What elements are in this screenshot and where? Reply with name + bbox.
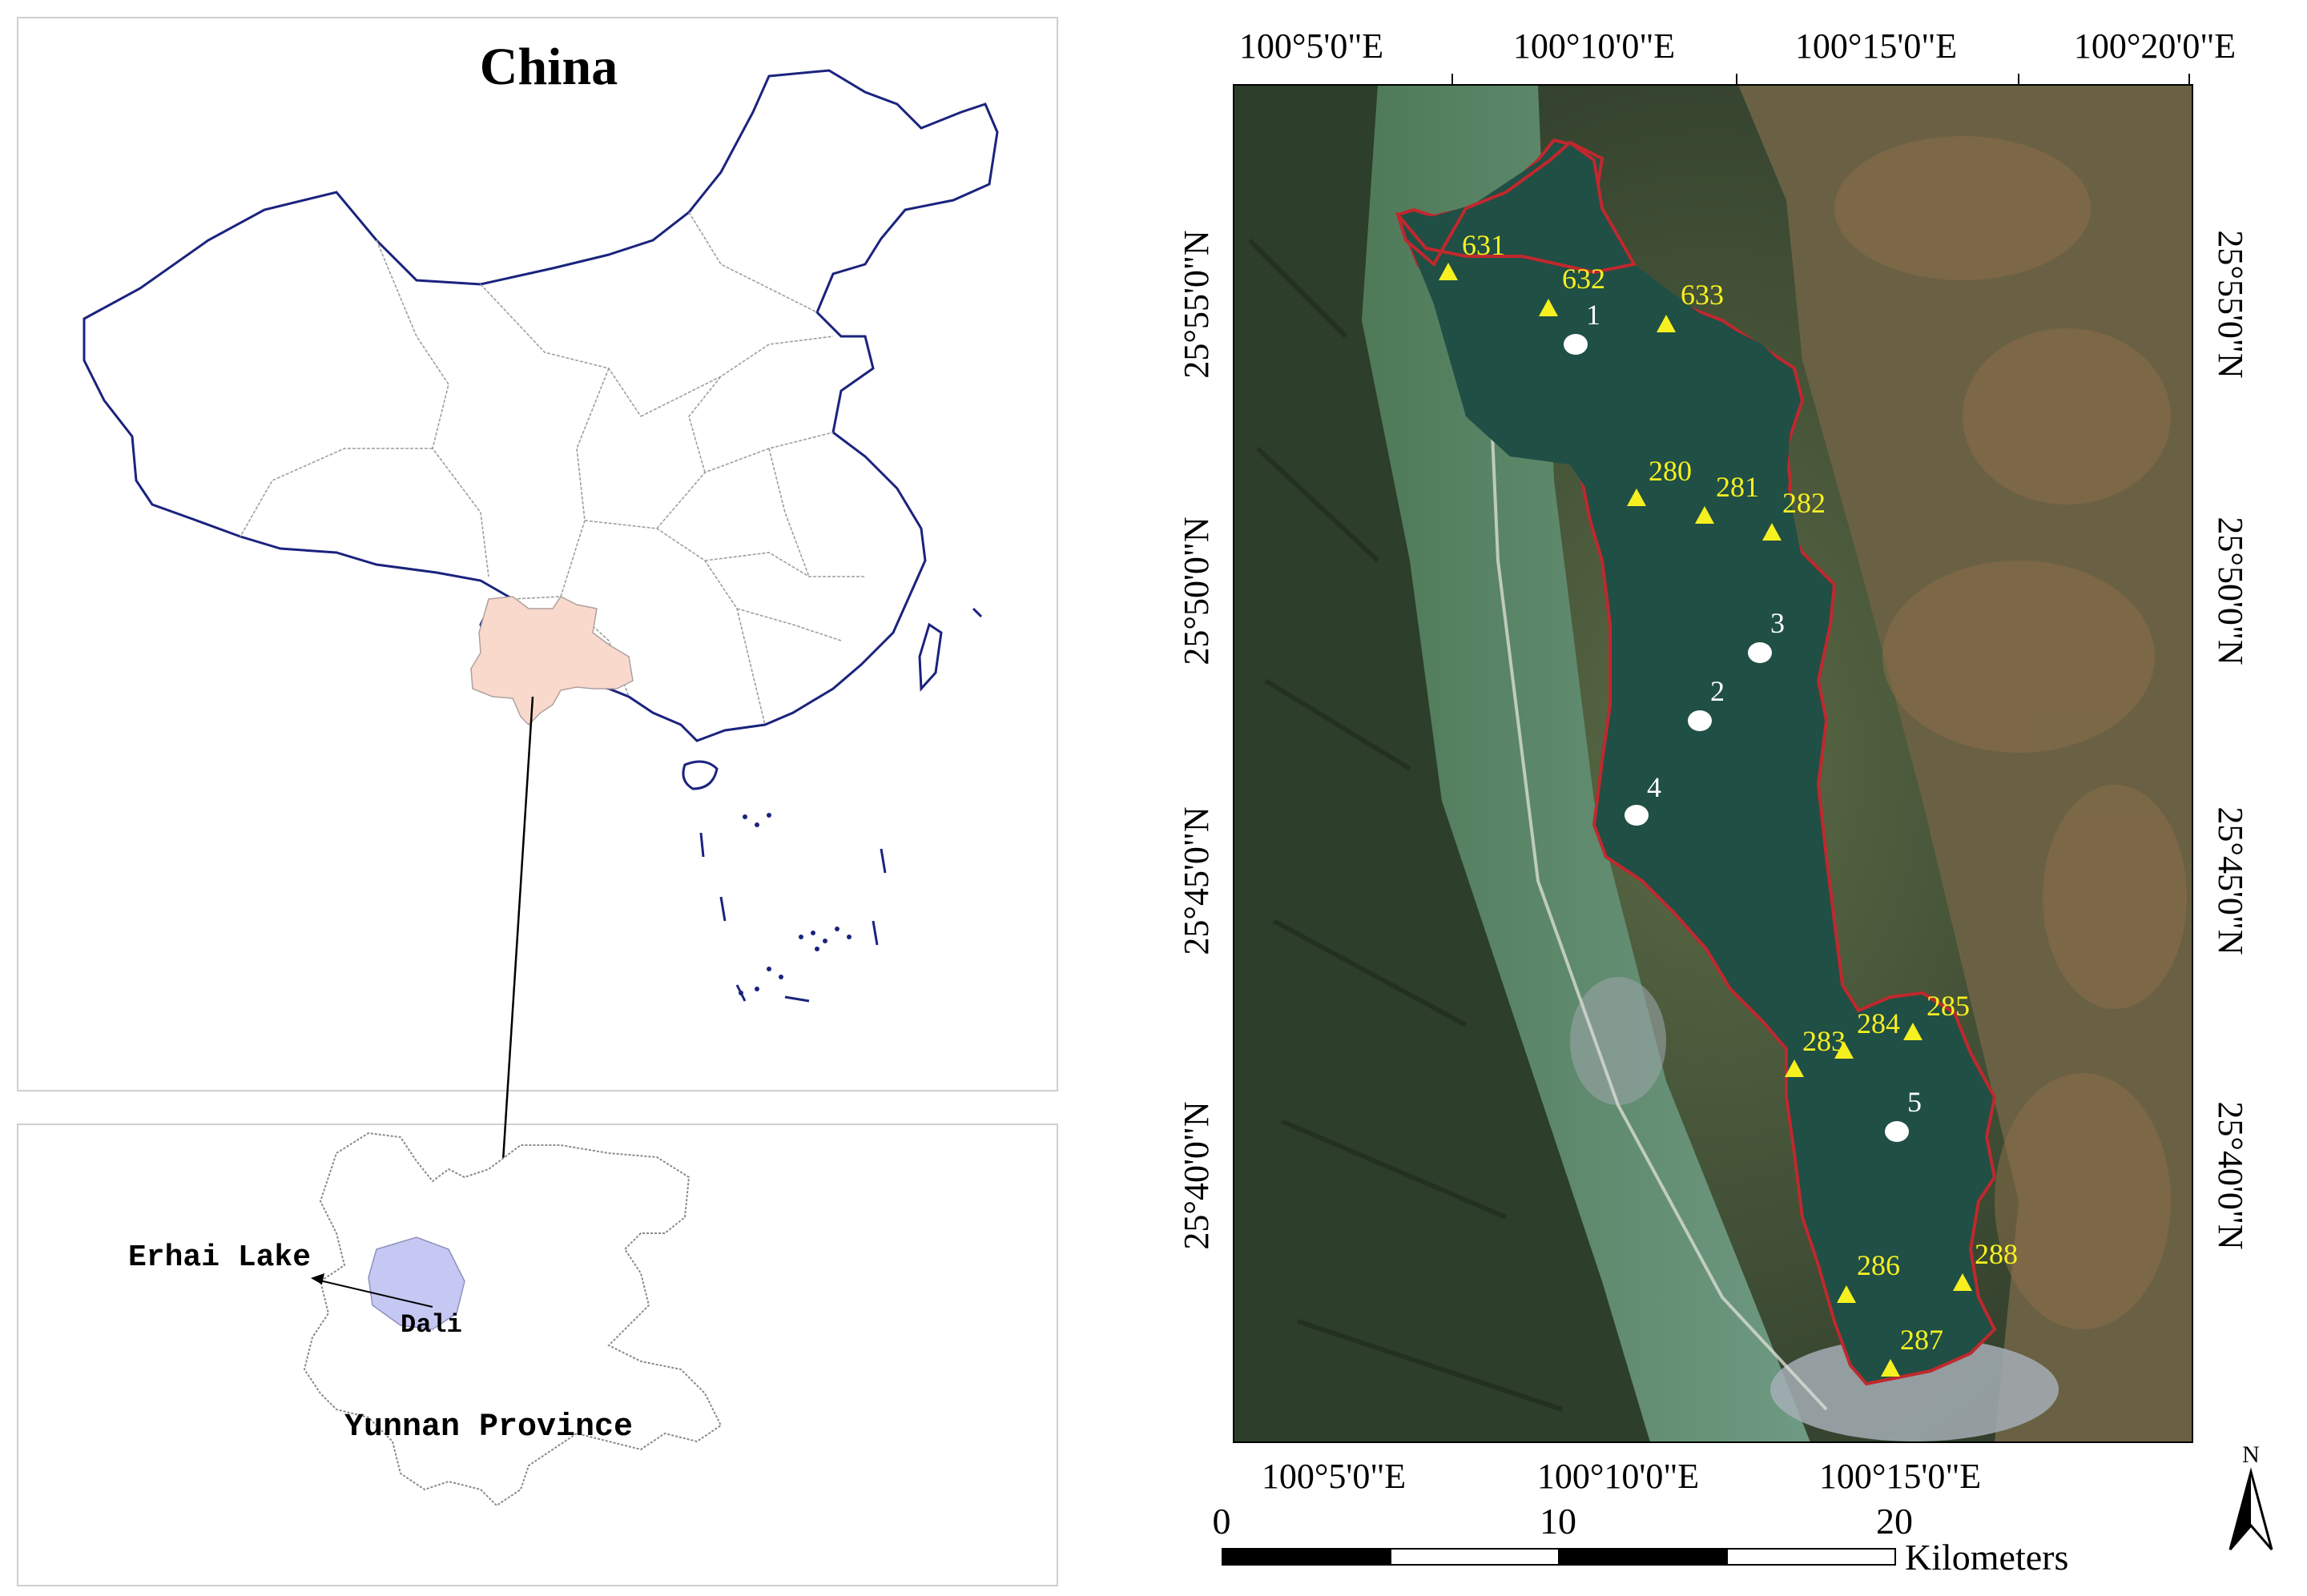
top-lon-label-4: 100°20'0"E: [2074, 26, 2236, 66]
left-panel: China: [17, 17, 1058, 1586]
erhai-arrow-head: [311, 1273, 324, 1284]
right-panel: 100°5'0"E 100°10'0"E 100°15'0"E 100°20'0…: [1177, 26, 2273, 1578]
station-triangle-280: [1627, 488, 1646, 506]
scale-unit: Kilometers: [1905, 1537, 2068, 1578]
top-lon-label-3: 100°15'0"E: [1795, 26, 1957, 66]
lat-label-left-2: 25°50'0"N: [1177, 517, 1216, 665]
station-label-287: 287: [1900, 1324, 1943, 1356]
lat-label-right-4: 25°40'0"N: [2211, 1101, 2250, 1249]
station-label-632: 632: [1562, 263, 1605, 295]
lake-point-2: [1688, 710, 1712, 731]
satellite-frame: [1233, 84, 2193, 1443]
bottom-lon-label-3: 100°15'0"E: [1819, 1457, 1981, 1496]
top-ticks: [1451, 74, 2190, 85]
station-triangle-284: [1834, 1041, 1854, 1059]
station-triangle-285: [1903, 1023, 1922, 1040]
station-triangle-631: [1439, 263, 1458, 280]
station-triangle-282: [1762, 523, 1782, 541]
lat-label-left-4: 25°40'0"N: [1177, 1101, 1216, 1249]
station-label-283: 283: [1802, 1025, 1846, 1057]
hainan-island: [682, 760, 719, 790]
station-triangle-632: [1539, 299, 1558, 316]
lake-point-4-label: 4: [1647, 771, 1661, 803]
station-label-284: 284: [1857, 1007, 1900, 1039]
yunnan-outline: [303, 1132, 723, 1507]
scale-tick-10: 10: [1540, 1501, 1576, 1542]
bottom-lon-label-2: 100°10'0"E: [1537, 1457, 1699, 1496]
station-label-280: 280: [1649, 455, 1692, 487]
scale-bar: 0 10 20 Kilometers: [1213, 1501, 2069, 1578]
station-label-288: 288: [1975, 1238, 2018, 1270]
dali-label: Dali: [401, 1310, 462, 1340]
bottom-lon-label-1: 100°5'0"E: [1262, 1457, 1406, 1496]
lake-point-2-label: 2: [1710, 675, 1725, 707]
lake-point-3-label: 3: [1770, 607, 1785, 639]
station-triangle-283: [1785, 1059, 1804, 1077]
station-triangle-281: [1695, 506, 1714, 524]
lat-label-right-1: 25°55'0"N: [2211, 230, 2250, 378]
station-triangle-287: [1881, 1359, 1900, 1377]
station-label-631: 631: [1462, 229, 1505, 261]
lake-point-4: [1625, 805, 1649, 826]
erhai-lake-north-tip: [1396, 140, 1637, 275]
station-triangle-633: [1657, 315, 1676, 332]
station-triangle-288: [1953, 1273, 1972, 1291]
lat-label-right-2: 25°50'0"N: [2211, 517, 2250, 665]
lake-point-1-label: 1: [1586, 299, 1600, 331]
station-label-286: 286: [1857, 1249, 1900, 1281]
scale-tick-20: 20: [1876, 1501, 1913, 1542]
lat-label-left-3: 25°45'0"N: [1177, 806, 1216, 955]
top-lon-label-2: 100°10'0"E: [1513, 26, 1675, 66]
satellite-image: [1234, 85, 2192, 1442]
yunnan-province-label: Yunnan Province: [344, 1409, 633, 1445]
station-label-633: 633: [1681, 279, 1724, 311]
scale-tick-0: 0: [1213, 1501, 1231, 1542]
lake-point-1: [1564, 334, 1588, 355]
yunnan-highlight: [470, 596, 634, 726]
province-boundaries: [240, 211, 865, 726]
nine-dash-line: [699, 607, 983, 1003]
erhai-lake-label: Erhai Lake: [128, 1240, 311, 1275]
station-triangle-286: [1837, 1285, 1856, 1303]
lat-label-left-1: 25°55'0"N: [1177, 230, 1216, 378]
top-lon-label-1: 100°5'0"E: [1239, 26, 1383, 66]
station-label-285: 285: [1927, 990, 1970, 1022]
lake-point-3: [1748, 642, 1772, 663]
china-outline: [83, 69, 999, 742]
china-title: China: [480, 38, 618, 96]
erhai-lake-north: [1398, 148, 1810, 673]
taiwan-island: [918, 622, 943, 692]
lake-point-5: [1885, 1121, 1909, 1142]
dali-prefecture: [368, 1236, 465, 1330]
lat-label-right-3: 25°45'0"N: [2211, 806, 2250, 955]
erhai-arrow-line: [316, 1279, 433, 1308]
north-arrow-label: N: [2242, 1441, 2260, 1468]
station-label-281: 281: [1716, 471, 1759, 503]
lake-point-5-label: 5: [1907, 1086, 1922, 1118]
north-arrow: N: [2228, 1441, 2273, 1550]
south-china-sea-islands: [739, 813, 852, 995]
station-label-282: 282: [1782, 487, 1826, 519]
